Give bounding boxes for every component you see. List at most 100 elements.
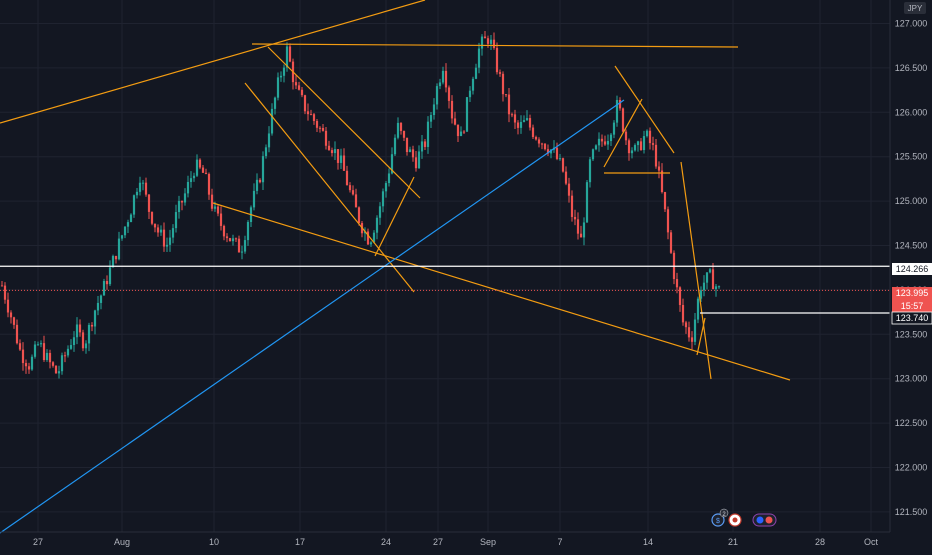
candle-body	[705, 272, 709, 283]
candle-body	[393, 137, 397, 155]
candle-body	[390, 154, 394, 174]
candle-body	[15, 324, 19, 344]
candle-body	[315, 120, 319, 128]
candle-body	[279, 75, 283, 78]
candle-body	[516, 122, 520, 128]
candle-body	[624, 131, 628, 141]
candle-body	[540, 143, 544, 145]
candle-body	[255, 179, 259, 191]
candle-body	[612, 122, 616, 135]
candle-body	[492, 39, 496, 48]
y-tick-label: 126.000	[895, 107, 928, 117]
y-tick-label: 125.000	[895, 196, 928, 206]
dual-currency-badge-icon	[752, 513, 777, 527]
support-diagonal	[212, 202, 791, 381]
candle-body	[189, 178, 193, 182]
candle-body	[234, 238, 238, 240]
candle-body	[357, 207, 361, 224]
candle-body	[135, 191, 139, 196]
candle-body	[414, 157, 418, 169]
countdown-label: 15:57	[901, 301, 924, 311]
y-tick-label: 122.000	[895, 463, 928, 473]
candle-body	[348, 185, 352, 191]
candle-body	[219, 213, 223, 226]
candle-body	[555, 147, 559, 159]
candle-body	[471, 78, 475, 91]
candle-body	[399, 122, 403, 131]
candle-body	[627, 140, 631, 154]
level-low-tag: 123.740	[891, 311, 932, 325]
candle-body	[567, 183, 571, 196]
candle-body	[354, 194, 358, 208]
candle-body	[306, 111, 310, 115]
candle-body	[258, 179, 262, 183]
x-tick-label: 17	[295, 537, 305, 547]
candle-body	[48, 352, 52, 363]
candle-body	[711, 269, 715, 290]
candle-body	[204, 172, 208, 174]
candle-body	[660, 170, 664, 193]
candle-body	[351, 190, 355, 195]
candle-body	[276, 77, 280, 98]
candle-body	[411, 149, 415, 158]
x-tick-label: 24	[381, 537, 391, 547]
candle-body	[435, 86, 439, 105]
candle-body	[597, 138, 601, 146]
upper-trendline	[0, 0, 426, 124]
candle-body	[648, 130, 652, 144]
candle-body	[342, 155, 346, 171]
x-tick-label: 14	[643, 537, 653, 547]
candle-body	[432, 104, 436, 116]
candle-body	[147, 194, 151, 212]
candle-body	[480, 36, 484, 49]
candle-body	[138, 182, 142, 192]
candle-body	[396, 122, 400, 138]
candle-body	[264, 147, 268, 157]
candle-body	[684, 322, 688, 328]
candle-body	[312, 114, 316, 121]
candles	[0, 30, 721, 379]
candle-body	[570, 195, 574, 217]
candle-body	[372, 232, 376, 243]
y-tick-label: 127.000	[895, 19, 928, 29]
event-count: 2	[722, 512, 726, 518]
candle-body	[120, 235, 124, 239]
candle-body	[531, 127, 535, 137]
candle-body	[132, 195, 136, 215]
candle-body	[678, 287, 682, 305]
candle-body	[558, 158, 562, 160]
candle-body	[183, 193, 187, 203]
currency-label: JPY	[908, 4, 923, 13]
candle-body	[618, 99, 622, 109]
x-tick-label: 10	[209, 537, 219, 547]
september-downtrend	[614, 65, 675, 154]
candle-body	[153, 223, 157, 228]
candle-body	[108, 267, 112, 285]
candle-body	[207, 173, 211, 195]
candle-body	[336, 149, 340, 163]
candle-body	[99, 295, 103, 303]
candle-body	[297, 85, 301, 90]
x-tick-label: Sep	[480, 537, 496, 547]
candle-body	[462, 131, 466, 133]
candle-body	[549, 149, 553, 154]
candle-body	[402, 130, 406, 138]
channel-lower	[244, 82, 415, 293]
candle-body	[714, 286, 718, 290]
candle-body	[27, 366, 31, 370]
candle-body	[90, 324, 94, 327]
candle-body	[690, 337, 694, 342]
candle-body	[663, 192, 667, 210]
candle-body	[639, 141, 643, 151]
level-low-label: 123.740	[896, 313, 929, 323]
candle-body	[273, 97, 277, 109]
candle-body	[591, 149, 595, 160]
event-icons[interactable]: $ 2	[711, 508, 777, 527]
current-price-tag: 123.995 15:57	[892, 287, 932, 312]
time-axis[interactable]: 27 Aug 10 17 24 27 Sep 7 14 21 28 Oct	[0, 531, 890, 547]
candle-body	[57, 371, 61, 374]
candle-body	[129, 214, 133, 223]
candle-body	[12, 317, 16, 325]
